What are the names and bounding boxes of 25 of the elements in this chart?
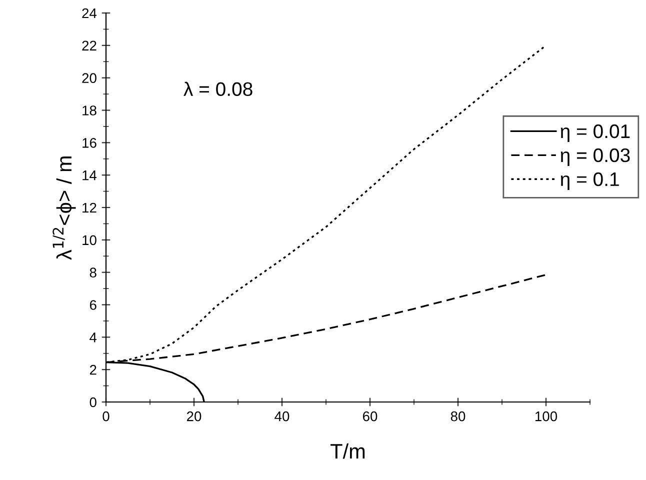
y-tick-label: 14 — [82, 170, 97, 180]
y-tick-label: 0 — [90, 397, 96, 408]
y-tick-label: 6 — [90, 300, 96, 310]
x-tick-label: 100 — [535, 411, 558, 422]
y-tick-label: 4 — [90, 332, 97, 342]
x-axis-title: T/m — [330, 443, 365, 459]
y-tick-label: 20 — [82, 73, 96, 84]
legend-label: η = 0.03 — [560, 148, 630, 166]
y-tick-label: 16 — [82, 138, 96, 148]
y-tick-label: 10 — [82, 235, 96, 246]
y-tick-label: 18 — [82, 106, 96, 116]
x-tick-label: 40 — [274, 411, 290, 422]
y-axis-title: λ$^{1/2}$<ϕ> / m — [52, 156, 76, 260]
y-tick-label: 22 — [82, 40, 96, 50]
y-tick-label: 12 — [82, 202, 96, 213]
annotation: λ = 0.08 — [184, 82, 252, 96]
x-tick-label: 20 — [186, 411, 202, 422]
y-tick-label: 2 — [90, 364, 96, 375]
x-tick-label: 80 — [450, 411, 466, 422]
x-tick-label: 60 — [362, 411, 378, 422]
legend-label: η = 0.01 — [560, 124, 630, 142]
y-tick-label: 24 — [82, 8, 97, 18]
y-tick-label: 8 — [90, 268, 96, 278]
legend-label: η = 0.1 — [560, 172, 619, 190]
x-tick-label: 0 — [102, 411, 110, 422]
